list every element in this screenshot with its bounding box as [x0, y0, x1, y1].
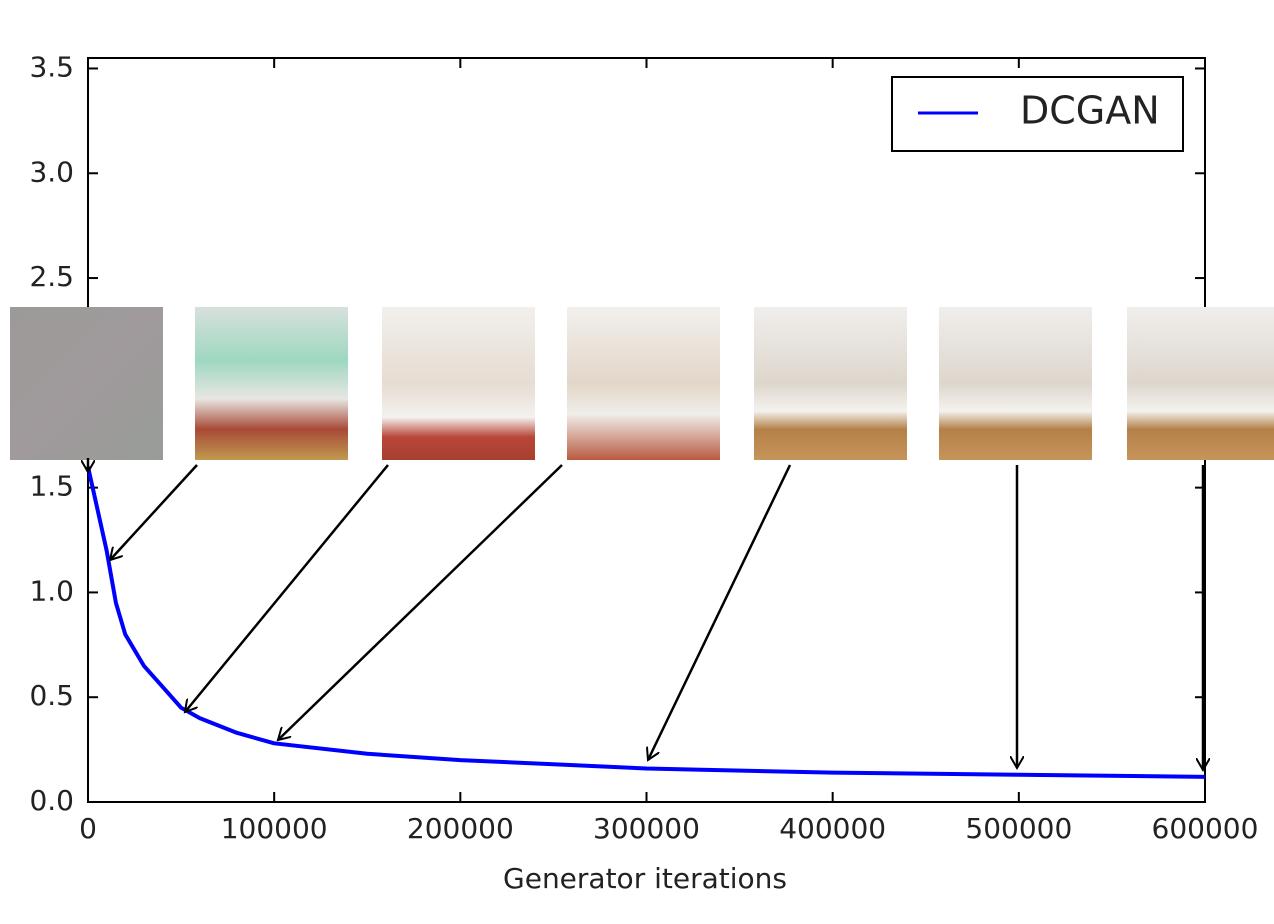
sample-image: [567, 307, 720, 460]
sample-images: [10, 307, 1274, 460]
y-tick-label: 0.5: [29, 679, 74, 712]
arrow: [185, 464, 389, 712]
x-tick-label: 100000: [221, 812, 328, 845]
x-tick-label: 400000: [779, 812, 886, 845]
data-line: [86, 466, 1206, 779]
y-tick-label: 3.5: [29, 50, 74, 83]
x-axis-label: Generator iterations: [503, 862, 787, 895]
sample-image: [195, 307, 348, 460]
lines: [86, 466, 1206, 779]
arrow: [110, 464, 198, 560]
y-tick-label: 3.0: [29, 155, 74, 188]
legend-label: DCGAN: [1020, 89, 1160, 133]
arrow: [648, 464, 792, 760]
legend: DCGAN: [891, 76, 1184, 152]
y-tick-label: 1.0: [29, 574, 74, 607]
x-tick-label: 600000: [1152, 812, 1259, 845]
sample-image: [939, 307, 1092, 460]
arrows: [88, 458, 1203, 770]
sample-image: [382, 307, 535, 460]
y-tick-label: 2.5: [29, 260, 74, 293]
sample-image: [754, 307, 907, 460]
x-tick-label: 500000: [965, 812, 1072, 845]
x-tick-label: 0: [79, 812, 97, 845]
sample-image: [1127, 307, 1274, 460]
sample-image: [10, 307, 163, 460]
arrow: [278, 464, 563, 740]
y-tick-label: 0.0: [29, 784, 74, 817]
x-tick-label: 300000: [593, 812, 700, 845]
x-tick-label: 200000: [407, 812, 514, 845]
y-tick-label: 1.5: [29, 470, 74, 503]
